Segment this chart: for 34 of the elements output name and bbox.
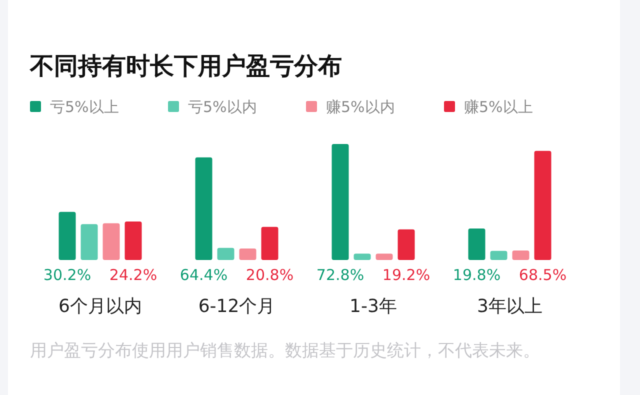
data-label: 72.8% bbox=[316, 266, 364, 284]
x-tick-label: 6-12个月 bbox=[198, 296, 276, 317]
data-label: 20.8% bbox=[246, 266, 294, 284]
bar bbox=[195, 157, 212, 260]
bar bbox=[102, 223, 120, 260]
bar bbox=[217, 248, 234, 260]
bar bbox=[124, 221, 142, 260]
legend-label: 亏5%以内 bbox=[188, 98, 257, 116]
bar bbox=[490, 250, 508, 260]
bar bbox=[376, 254, 393, 260]
bar bbox=[80, 224, 98, 260]
chart-title: 不同持有时长下用户盈亏分布 bbox=[29, 52, 342, 80]
bar bbox=[332, 144, 349, 260]
legend-label: 赚5%以内 bbox=[326, 98, 395, 116]
text: 用户盈亏分布使用用户销售数据。数据基于历史统计，不代表未来。 bbox=[30, 340, 541, 363]
x-tick-label: 1-3年 bbox=[350, 296, 397, 317]
bar bbox=[58, 212, 76, 260]
x-tick-label: 3年以上 bbox=[477, 296, 542, 317]
x-tick-label: 6个月以内 bbox=[58, 296, 142, 317]
data-label: 64.4% bbox=[180, 266, 228, 284]
data-label: 19.8% bbox=[452, 266, 501, 284]
bar bbox=[512, 250, 530, 260]
bar bbox=[398, 229, 415, 260]
bar bbox=[354, 254, 371, 260]
legend-label: 亏5%以上 bbox=[50, 98, 119, 116]
bar bbox=[239, 248, 256, 260]
bar bbox=[468, 228, 486, 260]
legend-label: 赚5%以上 bbox=[464, 98, 533, 116]
bar bbox=[261, 226, 278, 260]
bar bbox=[534, 150, 552, 260]
data-label: 24.2% bbox=[109, 266, 158, 284]
data-label: 68.5% bbox=[518, 266, 567, 284]
data-label: 30.2% bbox=[43, 266, 92, 284]
data-label: 19.2% bbox=[382, 266, 430, 284]
